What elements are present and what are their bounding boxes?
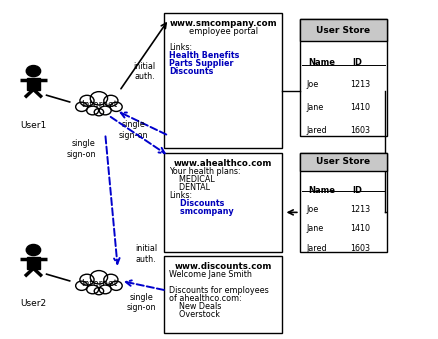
- Ellipse shape: [104, 274, 118, 285]
- Text: User Store: User Store: [316, 25, 371, 35]
- Text: 1410: 1410: [350, 224, 371, 233]
- Ellipse shape: [99, 285, 111, 294]
- Text: DENTAL: DENTAL: [169, 183, 210, 192]
- Text: Your health plans:: Your health plans:: [169, 167, 240, 176]
- Text: MEDICAL: MEDICAL: [169, 175, 215, 184]
- Text: initial
auth.: initial auth.: [134, 62, 155, 81]
- Text: User2: User2: [21, 299, 46, 308]
- Text: 1410: 1410: [350, 103, 371, 112]
- Text: www.smcompany.com: www.smcompany.com: [170, 19, 277, 27]
- Circle shape: [26, 65, 41, 77]
- Text: Jane: Jane: [307, 224, 324, 233]
- Text: Links:: Links:: [169, 191, 192, 200]
- FancyBboxPatch shape: [164, 13, 283, 147]
- Text: Discounts for employees: Discounts for employees: [169, 286, 268, 295]
- Ellipse shape: [110, 281, 122, 291]
- Text: initial
auth.: initial auth.: [135, 244, 157, 264]
- FancyBboxPatch shape: [300, 153, 387, 171]
- Text: of ahealthco.com:: of ahealthco.com:: [169, 294, 241, 303]
- Ellipse shape: [76, 102, 88, 112]
- Text: New Deals: New Deals: [169, 302, 221, 311]
- Ellipse shape: [110, 102, 122, 112]
- Text: Discounts: Discounts: [169, 199, 224, 207]
- Text: Overstock: Overstock: [169, 310, 220, 319]
- Text: Jared: Jared: [307, 243, 327, 253]
- Polygon shape: [27, 257, 40, 268]
- Ellipse shape: [99, 106, 111, 115]
- FancyBboxPatch shape: [300, 153, 387, 252]
- Text: Internet: Internet: [81, 100, 117, 109]
- Ellipse shape: [90, 271, 108, 284]
- Text: 1603: 1603: [350, 125, 371, 135]
- FancyBboxPatch shape: [300, 19, 387, 136]
- Ellipse shape: [94, 108, 104, 116]
- Text: 1213: 1213: [350, 205, 371, 214]
- Text: ID: ID: [352, 185, 362, 195]
- Ellipse shape: [87, 106, 99, 115]
- FancyBboxPatch shape: [164, 153, 283, 252]
- Circle shape: [26, 244, 41, 256]
- Text: single
sign-on: single sign-on: [119, 120, 148, 140]
- Text: Discounts: Discounts: [169, 67, 213, 76]
- Text: Jane: Jane: [307, 103, 324, 112]
- FancyBboxPatch shape: [164, 256, 283, 333]
- Text: Links:: Links:: [169, 43, 192, 52]
- Text: employee portal: employee portal: [189, 27, 258, 36]
- Text: Joe: Joe: [307, 205, 319, 214]
- Text: Joe: Joe: [307, 80, 319, 89]
- Text: www.ahealthco.com: www.ahealthco.com: [174, 159, 272, 168]
- Ellipse shape: [90, 92, 108, 105]
- Polygon shape: [27, 78, 40, 89]
- Text: Name: Name: [308, 58, 336, 67]
- Ellipse shape: [80, 274, 94, 285]
- Text: smcompany: smcompany: [169, 206, 233, 216]
- Text: ID: ID: [352, 58, 362, 67]
- FancyBboxPatch shape: [300, 19, 387, 41]
- Text: Parts Supplier: Parts Supplier: [169, 59, 233, 68]
- Ellipse shape: [87, 285, 99, 294]
- Text: User Store: User Store: [316, 157, 371, 166]
- Text: single
sign-on: single sign-on: [66, 139, 96, 159]
- Text: User1: User1: [20, 121, 46, 129]
- Text: Jared: Jared: [307, 125, 327, 135]
- Text: Health Benefits: Health Benefits: [169, 51, 239, 60]
- Text: single
sign-on: single sign-on: [127, 293, 156, 313]
- Text: 1603: 1603: [350, 243, 371, 253]
- Ellipse shape: [94, 287, 104, 295]
- Text: Name: Name: [308, 185, 336, 195]
- Text: 1213: 1213: [350, 80, 371, 89]
- Text: Internet: Internet: [81, 279, 117, 288]
- Text: www.discounts.com: www.discounts.com: [175, 262, 272, 271]
- Ellipse shape: [76, 281, 88, 291]
- Ellipse shape: [104, 95, 118, 106]
- Text: Welcome Jane Smith: Welcome Jane Smith: [169, 270, 252, 279]
- Ellipse shape: [80, 95, 94, 106]
